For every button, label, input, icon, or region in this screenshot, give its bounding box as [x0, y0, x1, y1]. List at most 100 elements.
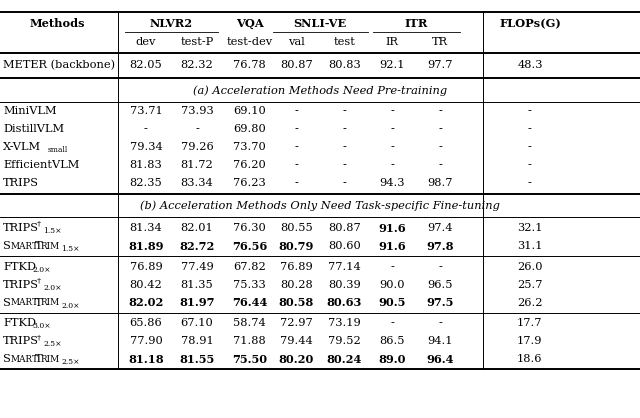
Text: 96.5: 96.5	[428, 280, 453, 290]
Text: 80.87: 80.87	[328, 223, 361, 233]
Text: 80.39: 80.39	[328, 280, 361, 290]
Text: IR: IR	[386, 37, 399, 47]
Text: -: -	[438, 143, 442, 153]
Text: 81.55: 81.55	[179, 354, 215, 365]
Text: 32.1: 32.1	[517, 223, 543, 233]
Text: 73.71: 73.71	[129, 107, 163, 117]
Text: TRIPS: TRIPS	[3, 178, 39, 189]
Text: RIM: RIM	[41, 242, 60, 251]
Text: 75.33: 75.33	[233, 280, 266, 290]
Text: 83.34: 83.34	[180, 178, 214, 189]
Text: 67.10: 67.10	[180, 319, 214, 329]
Text: -: -	[438, 161, 442, 171]
Text: 78.91: 78.91	[180, 336, 214, 347]
Text: 80.55: 80.55	[280, 223, 313, 233]
Text: -: -	[144, 125, 148, 135]
Text: -: -	[528, 107, 532, 117]
Text: 82.01: 82.01	[180, 223, 214, 233]
Text: 94.3: 94.3	[380, 178, 405, 189]
Text: -: -	[528, 143, 532, 153]
Text: 2.0×: 2.0×	[44, 284, 62, 292]
Text: -: -	[528, 161, 532, 171]
Text: 81.34: 81.34	[129, 223, 163, 233]
Text: 80.42: 80.42	[129, 280, 163, 290]
Text: T: T	[35, 354, 42, 364]
Text: 65.86: 65.86	[129, 319, 163, 329]
Text: T: T	[35, 298, 42, 308]
Text: -: -	[342, 125, 346, 135]
Text: -: -	[390, 319, 394, 329]
Text: †: †	[36, 333, 40, 341]
Text: TRIPS: TRIPS	[3, 280, 39, 290]
Text: 31.1: 31.1	[517, 241, 543, 251]
Text: 80.28: 80.28	[280, 280, 313, 290]
Text: 17.7: 17.7	[517, 319, 543, 329]
Text: 3.0×: 3.0×	[32, 322, 51, 330]
Text: 26.0: 26.0	[517, 262, 543, 272]
Text: -: -	[438, 262, 442, 272]
Text: 67.82: 67.82	[233, 262, 266, 272]
Text: 2.5×: 2.5×	[61, 358, 80, 366]
Text: -: -	[528, 178, 532, 189]
Text: 80.63: 80.63	[326, 297, 362, 308]
Text: 73.70: 73.70	[233, 143, 266, 153]
Text: -: -	[390, 161, 394, 171]
Text: 17.9: 17.9	[517, 336, 543, 347]
Text: †: †	[36, 220, 40, 228]
Text: -: -	[294, 161, 298, 171]
Text: (a) Acceleration Methods Need Pre-training: (a) Acceleration Methods Need Pre-traini…	[193, 85, 447, 96]
Text: 73.93: 73.93	[180, 107, 214, 117]
Text: 94.1: 94.1	[428, 336, 453, 347]
Text: 97.5: 97.5	[427, 297, 454, 308]
Text: 97.8: 97.8	[427, 241, 454, 252]
Text: -: -	[390, 125, 394, 135]
Text: 79.34: 79.34	[129, 143, 163, 153]
Text: 81.72: 81.72	[180, 161, 214, 171]
Text: -: -	[438, 319, 442, 329]
Text: RIM: RIM	[41, 355, 60, 364]
Text: 75.50: 75.50	[232, 354, 267, 365]
Text: -: -	[294, 107, 298, 117]
Text: 90.5: 90.5	[379, 297, 406, 308]
Text: 2.0×: 2.0×	[32, 266, 51, 274]
Text: -: -	[390, 107, 394, 117]
Text: 76.78: 76.78	[233, 60, 266, 70]
Text: 79.44: 79.44	[280, 336, 313, 347]
Text: 82.05: 82.05	[129, 60, 163, 70]
Text: dev: dev	[136, 37, 156, 47]
Text: 89.0: 89.0	[379, 354, 406, 365]
Text: test-dev: test-dev	[227, 37, 273, 47]
Text: 80.20: 80.20	[278, 354, 314, 365]
Text: 76.30: 76.30	[233, 223, 266, 233]
Text: 98.7: 98.7	[428, 178, 453, 189]
Text: MART: MART	[10, 355, 38, 364]
Text: 82.32: 82.32	[180, 60, 214, 70]
Text: DistillVLM: DistillVLM	[3, 125, 65, 135]
Text: 1.5×: 1.5×	[44, 227, 62, 235]
Text: -: -	[342, 107, 346, 117]
Text: 69.80: 69.80	[233, 125, 266, 135]
Text: -: -	[390, 143, 394, 153]
Text: 80.58: 80.58	[278, 297, 314, 308]
Text: 81.89: 81.89	[128, 241, 164, 252]
Text: MART: MART	[10, 242, 38, 251]
Text: †: †	[36, 277, 40, 285]
Text: 25.7: 25.7	[517, 280, 543, 290]
Text: TRIPS: TRIPS	[3, 223, 39, 233]
Text: FTKD: FTKD	[3, 262, 36, 272]
Text: -: -	[195, 125, 199, 135]
Text: 2.0×: 2.0×	[61, 302, 80, 310]
Text: RIM: RIM	[41, 298, 60, 307]
Text: -: -	[528, 125, 532, 135]
Text: -: -	[438, 107, 442, 117]
Text: 81.18: 81.18	[128, 354, 164, 365]
Text: -: -	[342, 143, 346, 153]
Text: (b) Acceleration Methods Only Need Task-specific Fine-tuning: (b) Acceleration Methods Only Need Task-…	[140, 200, 500, 211]
Text: 76.44: 76.44	[232, 297, 268, 308]
Text: 71.88: 71.88	[233, 336, 266, 347]
Text: 91.6: 91.6	[378, 241, 406, 252]
Text: -: -	[294, 125, 298, 135]
Text: small: small	[48, 146, 68, 154]
Text: S: S	[3, 241, 11, 251]
Text: 2.5×: 2.5×	[44, 340, 62, 348]
